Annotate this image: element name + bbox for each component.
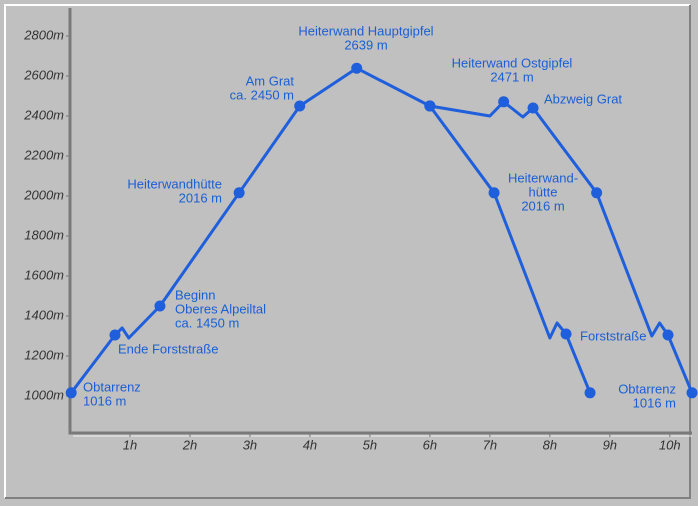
y-tick-label: 2400m	[23, 107, 64, 122]
x-tick-label: 1h	[123, 437, 137, 452]
waypoint	[65, 387, 77, 399]
annotation: Heiterwand Hauptgipfel	[298, 23, 433, 38]
x-tick-label: 2h	[182, 437, 197, 452]
annotation: ca. 2450 m	[230, 87, 294, 102]
x-tick-label: 8h	[543, 437, 557, 452]
annotation: 1016 m	[83, 393, 126, 408]
waypoint	[662, 329, 674, 341]
waypoint	[591, 187, 603, 199]
x-tick-label: 5h	[363, 437, 377, 452]
annotation: 1016 m	[633, 395, 676, 410]
y-tick-label: 1800m	[24, 227, 64, 242]
annotation: Oberes Alpeiltal	[175, 301, 266, 316]
route-line	[428, 105, 592, 394]
waypoint	[584, 387, 596, 399]
x-tick-label: 7h	[483, 437, 497, 452]
y-tick-label: 2600m	[23, 67, 64, 82]
waypoint	[424, 100, 436, 112]
waypoint	[294, 100, 306, 112]
frame-dark	[5, 5, 691, 499]
annotation: Am Grat	[246, 73, 295, 88]
y-tick-label: 1200m	[24, 347, 64, 362]
y-tick-label: 1000m	[24, 387, 64, 402]
waypoint	[686, 387, 698, 399]
annotation: Heiterwandhütte	[127, 176, 222, 191]
axis-frame	[68, 8, 692, 435]
x-tick-label: 10h	[659, 437, 681, 452]
waypoint	[498, 96, 510, 108]
waypoint	[233, 187, 245, 199]
annotation: Heiterwand Ostgipfel	[452, 55, 573, 70]
annotation: Obtarrenz	[618, 381, 676, 396]
x-tick-label: 9h	[603, 437, 617, 452]
y-tick-label: 2200m	[23, 147, 64, 162]
waypoint	[109, 329, 121, 341]
annotation: Ende Forststraße	[118, 341, 218, 356]
annotation: 2016 m	[521, 198, 564, 213]
annotation: Heiterwand-	[508, 170, 578, 185]
waypoint	[560, 328, 572, 340]
y-tick-label: 1600m	[24, 267, 64, 282]
annotation: 2471 m	[490, 69, 533, 84]
y-tick-label: 2800m	[23, 27, 64, 42]
annotation: Beginn	[175, 287, 215, 302]
annotation: Obtarrenz	[83, 379, 141, 394]
waypoint	[154, 300, 166, 312]
waypoint	[351, 62, 363, 74]
annotation: Forststraße	[580, 328, 646, 343]
waypoint	[527, 102, 539, 114]
y-tick-label: 1400m	[24, 307, 64, 322]
annotation: 2639 m	[344, 37, 387, 52]
x-tick-label: 4h	[303, 437, 317, 452]
y-tick-label: 2000m	[23, 187, 64, 202]
x-tick-label: 3h	[243, 437, 257, 452]
route-line	[429, 100, 694, 394]
annotation: 2016 m	[179, 190, 222, 205]
x-tick-label: 6h	[423, 437, 437, 452]
annotation: hütte	[529, 184, 558, 199]
annotation: ca. 1450 m	[175, 315, 239, 330]
waypoint	[488, 187, 500, 199]
annotation: Abzweig Grat	[544, 91, 622, 106]
frame-light	[4, 4, 690, 498]
